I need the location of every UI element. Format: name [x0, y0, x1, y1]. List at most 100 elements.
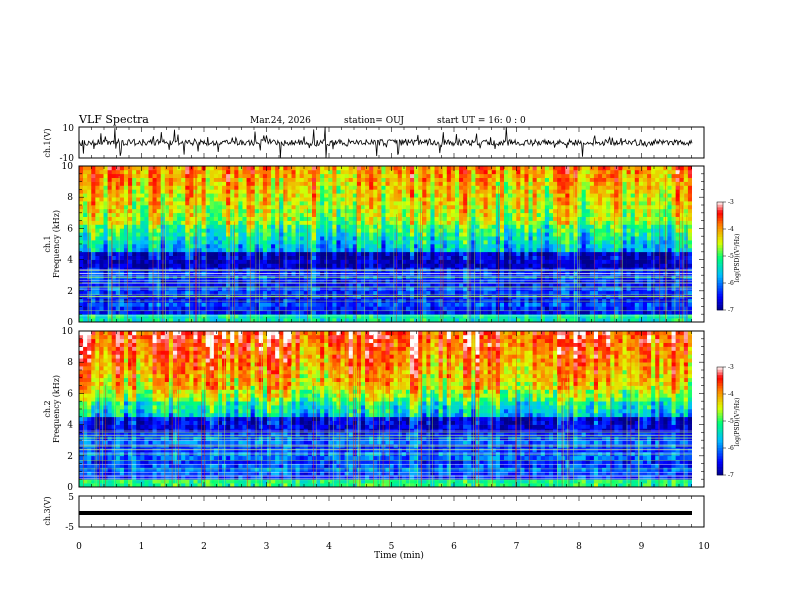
spectrogram-cell	[177, 193, 182, 198]
spectrogram-cell	[565, 298, 570, 303]
spectrogram-cell	[185, 240, 190, 245]
spectrogram-cell	[573, 181, 578, 186]
spectrogram-cell	[258, 259, 264, 264]
spectrogram-cell	[520, 259, 525, 264]
spectrogram-cell	[504, 224, 509, 229]
spectrogram-cell	[287, 298, 292, 303]
spectrogram-cell	[328, 185, 333, 190]
spectrogram-cell	[344, 216, 350, 221]
spectrogram-cell	[83, 220, 88, 225]
spectrogram-cell	[454, 310, 460, 315]
spectrogram-cell	[128, 177, 133, 182]
spectrogram-cell	[246, 247, 251, 253]
spectrogram-cell	[279, 240, 284, 245]
spectrogram-cell	[123, 208, 129, 214]
spectrogram-cell	[95, 283, 100, 288]
spectrogram-cell	[320, 259, 325, 264]
spectrogram-cell	[532, 310, 538, 315]
spectrogram-cell	[491, 247, 497, 253]
spectrogram-cell	[491, 255, 497, 260]
spectrogram-cell	[369, 173, 374, 178]
spectrogram-cell	[132, 181, 137, 186]
spectrogram-cell	[91, 247, 96, 253]
spectrogram-cell	[446, 185, 452, 190]
spectrogram-cell	[544, 318, 550, 323]
spectrogram-cell	[483, 173, 488, 178]
spectrogram-cell	[487, 314, 493, 319]
spectrogram-cell	[91, 290, 96, 295]
spectrogram-cell	[426, 306, 431, 311]
spectrogram-cell	[271, 255, 276, 260]
spectrogram-cell	[532, 240, 538, 245]
spectrogram-cell	[328, 193, 333, 198]
spectrogram-cell	[79, 197, 84, 202]
spectrogram-cell	[426, 310, 431, 315]
spectrogram-cell	[91, 216, 96, 221]
spectrogram-cell	[328, 201, 333, 206]
spectrogram-cell	[205, 193, 211, 198]
spectrogram-cell	[553, 244, 558, 249]
spectrogram-cell	[328, 220, 333, 225]
spectrogram-cell	[107, 173, 112, 178]
spectrogram-cell	[201, 310, 206, 315]
spectrogram-cell	[536, 259, 542, 264]
spectrogram-cell	[119, 189, 125, 194]
spectrogram-cell	[181, 201, 186, 206]
spectrogram-cell	[181, 173, 186, 178]
spectrogram-cell	[352, 318, 358, 323]
spectrogram-cell	[324, 201, 329, 206]
spectrogram-cell	[499, 302, 505, 307]
spectrogram-cell	[360, 201, 366, 206]
spectrogram-cell	[295, 185, 300, 190]
spectrogram-cell	[401, 244, 407, 249]
spectrogram-cell	[99, 212, 104, 217]
spectrogram-cell	[381, 310, 386, 315]
spectrogram-cell	[524, 240, 529, 245]
spectrogram-cell	[344, 166, 350, 171]
spectrogram-cell	[95, 212, 100, 217]
spectrogram-cell	[557, 181, 562, 186]
spectrogram-cell	[140, 306, 145, 311]
spectrogram-cell	[385, 189, 390, 194]
spectrogram-cell	[222, 208, 227, 214]
spectrogram-cell	[262, 236, 268, 241]
spectrogram-cell	[410, 310, 415, 315]
spectrogram-cell	[495, 189, 501, 194]
spectrogram-cell	[446, 314, 452, 319]
spectrogram-cell	[516, 169, 521, 175]
spectrogram-cell	[258, 185, 264, 190]
spectrogram-cell	[356, 236, 362, 241]
spectrogram-cell	[389, 169, 394, 175]
spectrogram-cell	[266, 169, 272, 175]
spectrogram-cell	[299, 232, 305, 237]
spectrogram-cell	[168, 314, 174, 319]
spectrogram-cell	[381, 283, 386, 288]
spectrogram-cell	[99, 306, 104, 311]
spectrogram-cell	[389, 208, 394, 214]
spectrogram-cell	[385, 224, 390, 229]
spectrogram-cell	[279, 189, 284, 194]
spectrogram-cell	[471, 193, 476, 198]
spectrogram-cell	[271, 220, 276, 225]
spectrogram-cell	[475, 290, 480, 295]
spectrogram-cell	[172, 279, 178, 284]
spectrogram-cell	[164, 189, 170, 194]
spectrogram-cell	[222, 220, 227, 225]
spectrogram-cell	[475, 189, 480, 194]
spectrogram-cell	[495, 185, 501, 190]
spectrogram-cell	[99, 290, 104, 295]
spectrogram-cell	[230, 205, 235, 210]
spectrogram-cell	[328, 228, 333, 233]
spectrogram-cell	[499, 247, 505, 253]
spectrogram-cell	[242, 216, 247, 221]
spectrogram-cell	[185, 224, 190, 229]
spectrogram-cell	[528, 314, 533, 319]
spectrogram-cell	[307, 298, 313, 303]
spectrogram-cell	[565, 314, 570, 319]
spectrogram-cell	[332, 240, 337, 245]
spectrogram-cell	[107, 283, 112, 288]
spectrogram-cell	[328, 208, 333, 214]
spectrogram-cell	[258, 205, 264, 210]
spectrogram-cell	[79, 298, 84, 303]
spectrogram-cell	[185, 201, 190, 206]
